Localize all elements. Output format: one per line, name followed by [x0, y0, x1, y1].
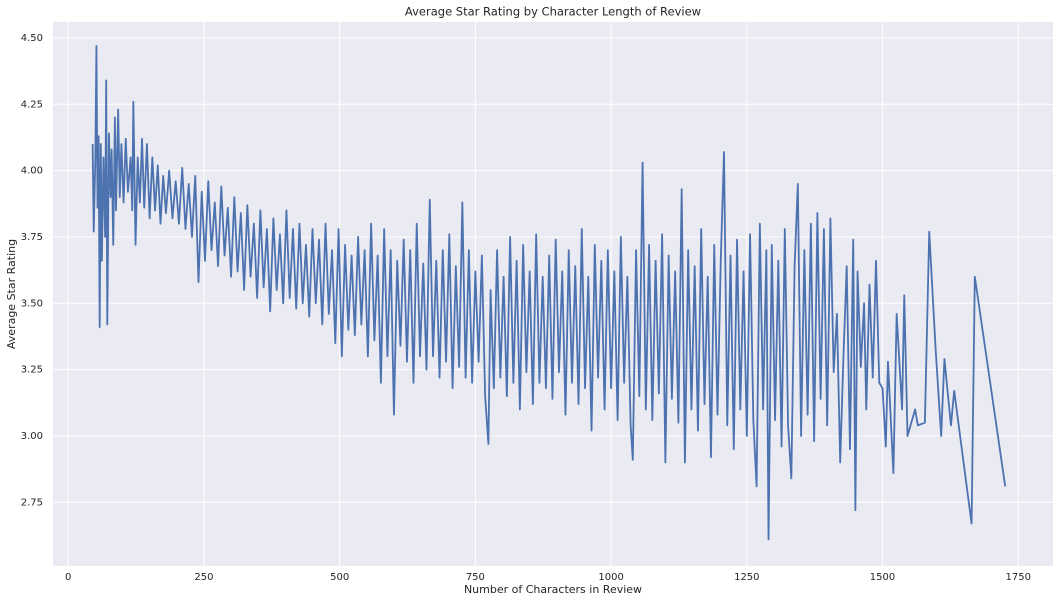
plot-area [53, 22, 1053, 566]
y-tick-label: 3.25 [21, 365, 43, 376]
x-axis-label: Number of Characters in Review [464, 583, 642, 596]
x-tick-label: 1250 [734, 572, 759, 583]
y-tick-label: 3.75 [21, 232, 43, 243]
x-tick-label: 250 [194, 572, 213, 583]
x-tick-label: 750 [466, 572, 485, 583]
x-tick-label: 1750 [1006, 572, 1031, 583]
x-tick-label: 1500 [870, 572, 895, 583]
y-tick-label: 4.00 [21, 166, 43, 177]
x-tick-label: 0 [65, 572, 71, 583]
y-tick-label: 2.75 [21, 497, 43, 508]
y-tick-label: 3.00 [21, 431, 43, 442]
y-tick-label: 4.25 [21, 99, 43, 110]
x-tick-label: 1000 [598, 572, 623, 583]
y-tick-label: 4.50 [21, 33, 43, 44]
y-axis-label: Average Star Rating [5, 239, 18, 349]
x-tick-label: 500 [330, 572, 349, 583]
chart-title: Average Star Rating by Character Length … [405, 5, 701, 19]
y-tick-label: 3.50 [21, 298, 43, 309]
data-line [91, 44, 1007, 541]
